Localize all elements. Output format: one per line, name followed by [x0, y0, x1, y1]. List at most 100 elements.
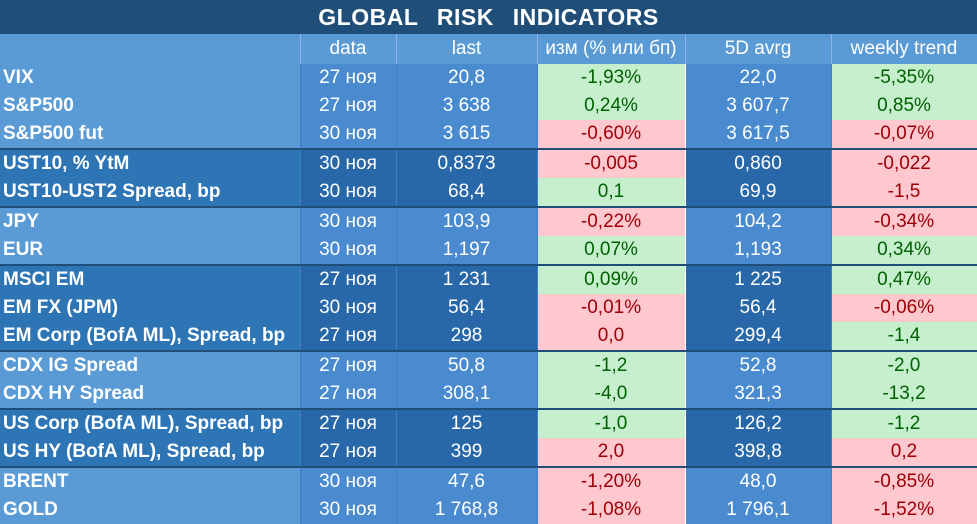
change-cell: 0,09% — [537, 264, 686, 294]
last-cell: 1 231 — [396, 264, 538, 294]
table-row: EUR 30 ноя 1,197 0,07% 1,193 0,34% — [0, 236, 977, 265]
trend-cell: -0,06% — [831, 294, 977, 322]
avg-cell: 0,860 — [685, 148, 832, 178]
change-cell: -0,60% — [537, 120, 686, 149]
change-cell: 0,0 — [537, 322, 686, 351]
change-cell: 0,07% — [537, 236, 686, 265]
last-cell: 20,8 — [396, 64, 538, 92]
indicator-name: EM FX (JPM) — [0, 294, 301, 322]
table-row: UST10-UST2 Spread, bp 30 ноя 68,4 0,1 69… — [0, 178, 977, 207]
last-cell: 56,4 — [396, 294, 538, 322]
last-cell: 3 638 — [396, 92, 538, 120]
trend-cell: 0,2 — [831, 438, 977, 467]
avg-cell: 321,3 — [685, 380, 832, 409]
trend-cell: -13,2 — [831, 380, 977, 409]
indicator-name: CDX HY Spread — [0, 380, 301, 409]
avg-cell: 52,8 — [685, 350, 832, 380]
date-cell: 30 ноя — [300, 178, 397, 207]
header-date: data — [300, 34, 397, 64]
last-cell: 308,1 — [396, 380, 538, 409]
trend-cell: -5,35% — [831, 64, 977, 92]
date-cell: 30 ноя — [300, 496, 397, 524]
avg-cell: 1 225 — [685, 264, 832, 294]
trend-cell: -2,0 — [831, 350, 977, 380]
avg-cell: 299,4 — [685, 322, 832, 351]
date-cell: 30 ноя — [300, 148, 397, 178]
last-cell: 68,4 — [396, 178, 538, 207]
table-row: VIX 27 ноя 20,8 -1,93% 22,0 -5,35% — [0, 64, 977, 92]
table-row: US Corp (BofA ML), Spread, bp 27 ноя 125… — [0, 408, 977, 438]
table-title: GLOBAL RISK INDICATORS — [0, 0, 977, 34]
indicator-name: S&P500 fut — [0, 120, 301, 149]
indicator-name: BRENT — [0, 466, 301, 496]
avg-cell: 69,9 — [685, 178, 832, 207]
header-name — [0, 34, 301, 64]
trend-cell: 0,34% — [831, 236, 977, 265]
avg-cell: 104,2 — [685, 206, 832, 236]
table-row: CDX HY Spread 27 ноя 308,1 -4,0 321,3 -1… — [0, 380, 977, 409]
trend-cell: 0,47% — [831, 264, 977, 294]
header-change: изм (% или бп) — [537, 34, 686, 64]
last-cell: 1 768,8 — [396, 496, 538, 524]
avg-cell: 126,2 — [685, 408, 832, 438]
date-cell: 27 ноя — [300, 92, 397, 120]
indicator-name: CDX IG Spread — [0, 350, 301, 380]
date-cell: 27 ноя — [300, 408, 397, 438]
last-cell: 298 — [396, 322, 538, 351]
table-row: BRENT 30 ноя 47,6 -1,20% 48,0 -0,85% — [0, 466, 977, 496]
change-cell: 2,0 — [537, 438, 686, 467]
change-cell: -1,08% — [537, 496, 686, 524]
table-row: UST10, % YtM 30 ноя 0,8373 -0,005 0,860 … — [0, 148, 977, 178]
table-row: S&P500 fut 30 ноя 3 615 -0,60% 3 617,5 -… — [0, 120, 977, 149]
last-cell: 125 — [396, 408, 538, 438]
last-cell: 1,197 — [396, 236, 538, 265]
date-cell: 27 ноя — [300, 380, 397, 409]
last-cell: 399 — [396, 438, 538, 467]
date-cell: 30 ноя — [300, 206, 397, 236]
trend-cell: 0,85% — [831, 92, 977, 120]
date-cell: 30 ноя — [300, 120, 397, 149]
indicator-name: UST10-UST2 Spread, bp — [0, 178, 301, 207]
date-cell: 30 ноя — [300, 466, 397, 496]
avg-cell: 56,4 — [685, 294, 832, 322]
avg-cell: 398,8 — [685, 438, 832, 467]
change-cell: -1,93% — [537, 64, 686, 92]
table-row: MSCI EM 27 ноя 1 231 0,09% 1 225 0,47% — [0, 264, 977, 294]
trend-cell: -0,85% — [831, 466, 977, 496]
avg-cell: 1 796,1 — [685, 496, 832, 524]
indicator-name: MSCI EM — [0, 264, 301, 294]
table-row: GOLD 30 ноя 1 768,8 -1,08% 1 796,1 -1,52… — [0, 496, 977, 524]
change-cell: -0,01% — [537, 294, 686, 322]
indicator-name: EUR — [0, 236, 301, 265]
header-row: data last изм (% или бп) 5D avrg weekly … — [0, 34, 977, 64]
table-row: CDX IG Spread 27 ноя 50,8 -1,2 52,8 -2,0 — [0, 350, 977, 380]
indicator-name: GOLD — [0, 496, 301, 524]
last-cell: 47,6 — [396, 466, 538, 496]
date-cell: 30 ноя — [300, 236, 397, 265]
last-cell: 50,8 — [396, 350, 538, 380]
date-cell: 30 ноя — [300, 294, 397, 322]
header-last: last — [396, 34, 538, 64]
trend-cell: -1,4 — [831, 322, 977, 351]
trend-cell: -1,52% — [831, 496, 977, 524]
trend-cell: -0,34% — [831, 206, 977, 236]
indicator-name: US HY (BofA ML), Spread, bp — [0, 438, 301, 467]
trend-cell: -0,07% — [831, 120, 977, 149]
indicator-name: US Corp (BofA ML), Spread, bp — [0, 408, 301, 438]
header-trend: weekly trend — [831, 34, 977, 64]
avg-cell: 22,0 — [685, 64, 832, 92]
avg-cell: 3 617,5 — [685, 120, 832, 149]
avg-cell: 48,0 — [685, 466, 832, 496]
last-cell: 3 615 — [396, 120, 538, 149]
date-cell: 27 ноя — [300, 322, 397, 351]
date-cell: 27 ноя — [300, 264, 397, 294]
change-cell: -1,2 — [537, 350, 686, 380]
change-cell: 0,1 — [537, 178, 686, 207]
indicator-name: EM Corp (BofA ML), Spread, bp — [0, 322, 301, 351]
table-row: JPY 30 ноя 103,9 -0,22% 104,2 -0,34% — [0, 206, 977, 236]
avg-cell: 3 607,7 — [685, 92, 832, 120]
avg-cell: 1,193 — [685, 236, 832, 265]
table-row: EM Corp (BofA ML), Spread, bp 27 ноя 298… — [0, 322, 977, 351]
trend-cell: -1,2 — [831, 408, 977, 438]
indicator-name: VIX — [0, 64, 301, 92]
